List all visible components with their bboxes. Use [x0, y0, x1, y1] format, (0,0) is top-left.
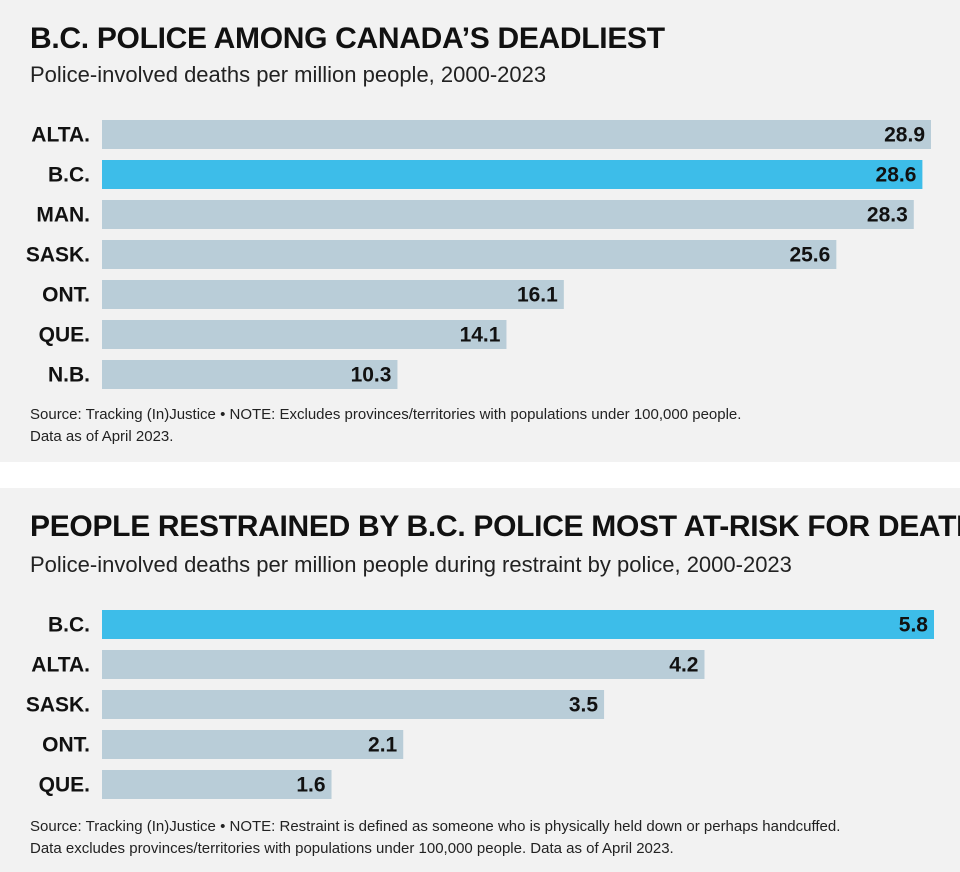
bar-bc	[102, 160, 923, 189]
chart-panel-deaths: B.C. POLICE AMONG CANADA’S DEADLIEST Pol…	[0, 0, 960, 462]
source-note-line-1: Source: Tracking (In)Justice • NOTE: Res…	[30, 818, 841, 835]
value-label: 5.8	[899, 614, 929, 637]
category-label: MAN.	[36, 204, 90, 227]
bar-que	[102, 320, 507, 349]
bar-chart-deaths-svg: ALTA. 28.9 B.C. 28.6 MAN. 28.3 SASK. 25.6 ONT. 16…	[26, 120, 931, 389]
category-label: SASK.	[26, 244, 90, 267]
bar-ont	[102, 280, 564, 309]
source-note-line-1: Source: Tracking (In)Justice • NOTE: Exc…	[30, 406, 742, 423]
bar-que	[102, 770, 332, 799]
bar-chart-restraint-svg: B.C. 5.8 ALTA. 4.2 SASK. 3.5 ONT. 2.1 QUE. 1.6	[26, 610, 934, 799]
bar-sask	[102, 240, 837, 269]
category-label: ALTA.	[31, 124, 90, 147]
bar-alta	[102, 650, 705, 679]
source-note: Source: Tracking (In)Justice • NOTE: Exc…	[30, 404, 741, 448]
value-label: 3.5	[569, 694, 599, 717]
category-label: ONT.	[42, 284, 90, 307]
category-label: ONT.	[42, 734, 90, 757]
source-note-line-2: Data as of April 2023.	[30, 428, 174, 445]
bar-bc	[102, 610, 934, 639]
category-label: B.C.	[48, 614, 90, 637]
source-note: Source: Tracking (In)Justice • NOTE: Res…	[30, 816, 840, 860]
source-note-line-2: Data excludes provinces/territories with…	[30, 840, 674, 857]
bar-ont	[102, 730, 404, 759]
chart-title: B.C. POLICE AMONG CANADA’S DEADLIEST	[30, 22, 665, 55]
value-label: 25.6	[789, 244, 830, 267]
chart-subtitle: Police-involved deaths per million peopl…	[30, 552, 792, 577]
bar-man	[102, 200, 914, 229]
chart-subtitle: Police-involved deaths per million peopl…	[30, 62, 547, 87]
value-label: 16.1	[517, 284, 558, 307]
bar-sask	[102, 690, 605, 719]
chart-panel-restraint: PEOPLE RESTRAINED BY B.C. POLICE MOST AT…	[0, 488, 960, 872]
value-label: 28.3	[867, 204, 908, 227]
bar-chart-deaths: ALTA. 28.9 B.C. 28.6 MAN. 28.3 SASK. 25.6 ONT. 16…	[0, 116, 960, 396]
category-label: ALTA.	[31, 654, 90, 677]
category-label: N.B.	[48, 364, 90, 387]
bar-chart-restraint: B.C. 5.8 ALTA. 4.2 SASK. 3.5 ONT. 2.1 QUE. 1.6	[0, 606, 960, 806]
category-label: B.C.	[48, 164, 90, 187]
value-label: 4.2	[669, 654, 698, 677]
value-label: 28.9	[884, 124, 925, 147]
bar-alta	[102, 120, 931, 149]
value-label: 10.3	[351, 364, 392, 387]
chart-title: PEOPLE RESTRAINED BY B.C. POLICE MOST AT…	[30, 510, 960, 543]
value-label: 28.6	[876, 164, 917, 187]
category-label: SASK.	[26, 694, 90, 717]
category-label: QUE.	[39, 774, 90, 797]
category-label: QUE.	[39, 324, 90, 347]
value-label: 14.1	[460, 324, 501, 347]
value-label: 2.1	[368, 734, 398, 757]
value-label: 1.6	[296, 774, 325, 797]
bar-nb	[102, 360, 398, 389]
